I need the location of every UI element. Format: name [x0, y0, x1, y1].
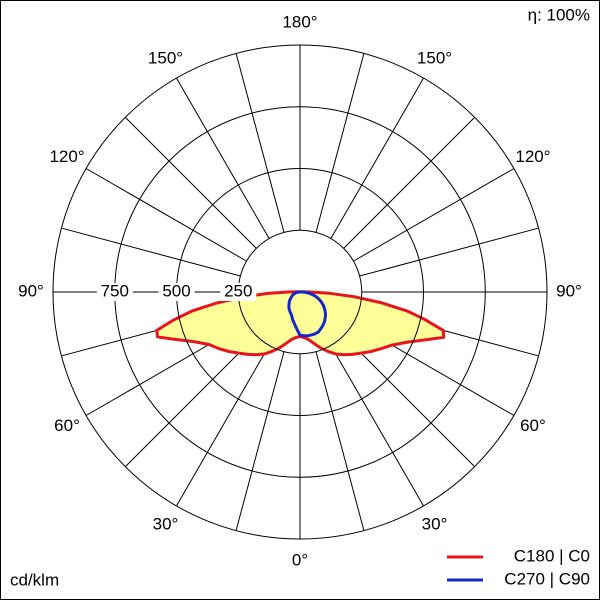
angle-tick-label: 30° — [422, 514, 448, 533]
label-bg — [148, 514, 183, 535]
spoke — [61, 227, 241, 277]
angle-tick-label: 90° — [556, 281, 582, 300]
label-bg — [515, 147, 550, 168]
efficiency-label: η: 100% — [528, 5, 590, 24]
label-bg — [220, 283, 257, 301]
label-bg — [14, 282, 48, 302]
r-tick-label: 250 — [224, 281, 252, 300]
spoke — [124, 116, 257, 249]
spoke — [330, 77, 424, 239]
label-bg — [50, 416, 85, 437]
spoke — [315, 351, 365, 531]
spoke — [235, 351, 285, 531]
spoke — [235, 53, 285, 233]
r-tick-label: 750 — [101, 281, 129, 300]
spoke — [176, 77, 270, 239]
label-bg — [148, 49, 183, 70]
label-bg — [552, 282, 586, 302]
angle-tick-label: 150° — [148, 49, 183, 68]
spoke — [330, 345, 424, 507]
label-bg — [283, 13, 317, 33]
angle-tick-label: 60° — [520, 416, 546, 435]
angle-tick-label: 30° — [153, 514, 179, 533]
angle-tick-label: 0° — [292, 550, 308, 569]
label-bg — [50, 147, 85, 168]
legend-label: C270 | C90 — [504, 569, 590, 588]
label-bg — [417, 514, 452, 535]
intensity-curve — [287, 290, 327, 338]
label-bg — [417, 49, 452, 70]
unit-label: cd/klm — [10, 570, 59, 589]
spoke — [343, 335, 476, 468]
spoke — [176, 345, 270, 507]
angle-tick-label: 150° — [417, 49, 452, 68]
r-tick-label: 500 — [162, 281, 190, 300]
angle-tick-label: 90° — [18, 281, 44, 300]
spoke — [353, 168, 515, 262]
label-bg — [515, 416, 550, 437]
angle-tick-label: 180° — [282, 12, 317, 31]
legend-label: C180 | C0 — [514, 546, 590, 565]
spoke — [359, 227, 539, 277]
angle-tick-label: 120° — [515, 147, 550, 166]
intensity-curve — [155, 290, 446, 357]
spoke — [315, 53, 365, 233]
label-bg — [158, 283, 195, 301]
label-bg — [96, 283, 133, 301]
spoke — [124, 335, 257, 468]
label-bg — [283, 551, 317, 571]
spoke — [85, 168, 247, 262]
angle-tick-label: 120° — [49, 147, 84, 166]
angle-tick-label: 60° — [54, 416, 80, 435]
spoke — [343, 116, 476, 249]
